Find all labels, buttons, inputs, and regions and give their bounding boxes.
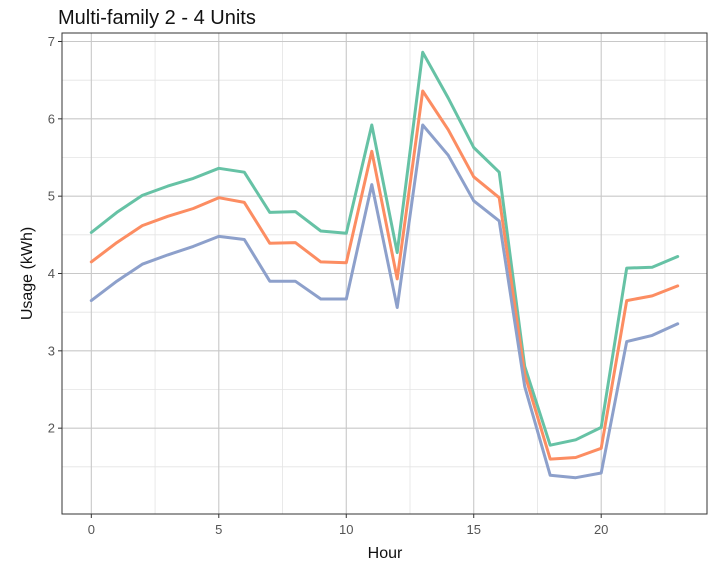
series-line-2 [89, 89, 680, 461]
y-axis: 2 3 4 5 6 7 [48, 34, 62, 436]
y-tick-label: 2 [48, 421, 55, 436]
y-axis-title: Usage (kWh) [19, 227, 36, 320]
chart-title: Multi-family 2 - 4 Units [58, 7, 256, 29]
x-tick-label: 15 [466, 522, 480, 537]
y-tick-label: 3 [48, 343, 55, 358]
x-tick-label: 5 [215, 522, 222, 537]
series-line-1 [89, 50, 680, 447]
x-tick-label: 20 [594, 522, 608, 537]
y-tick-label: 4 [48, 266, 55, 281]
x-axis-title: Hour [368, 545, 403, 562]
major-gridlines [62, 33, 707, 514]
x-axis: 0 5 10 15 20 [88, 514, 608, 537]
x-tick-label: 10 [339, 522, 353, 537]
x-tick-label: 0 [88, 522, 95, 537]
series-line-3 [89, 123, 680, 480]
y-tick-label: 7 [48, 34, 55, 49]
series-lines [89, 50, 680, 480]
y-tick-label: 6 [48, 111, 55, 126]
y-tick-label: 5 [48, 189, 55, 204]
